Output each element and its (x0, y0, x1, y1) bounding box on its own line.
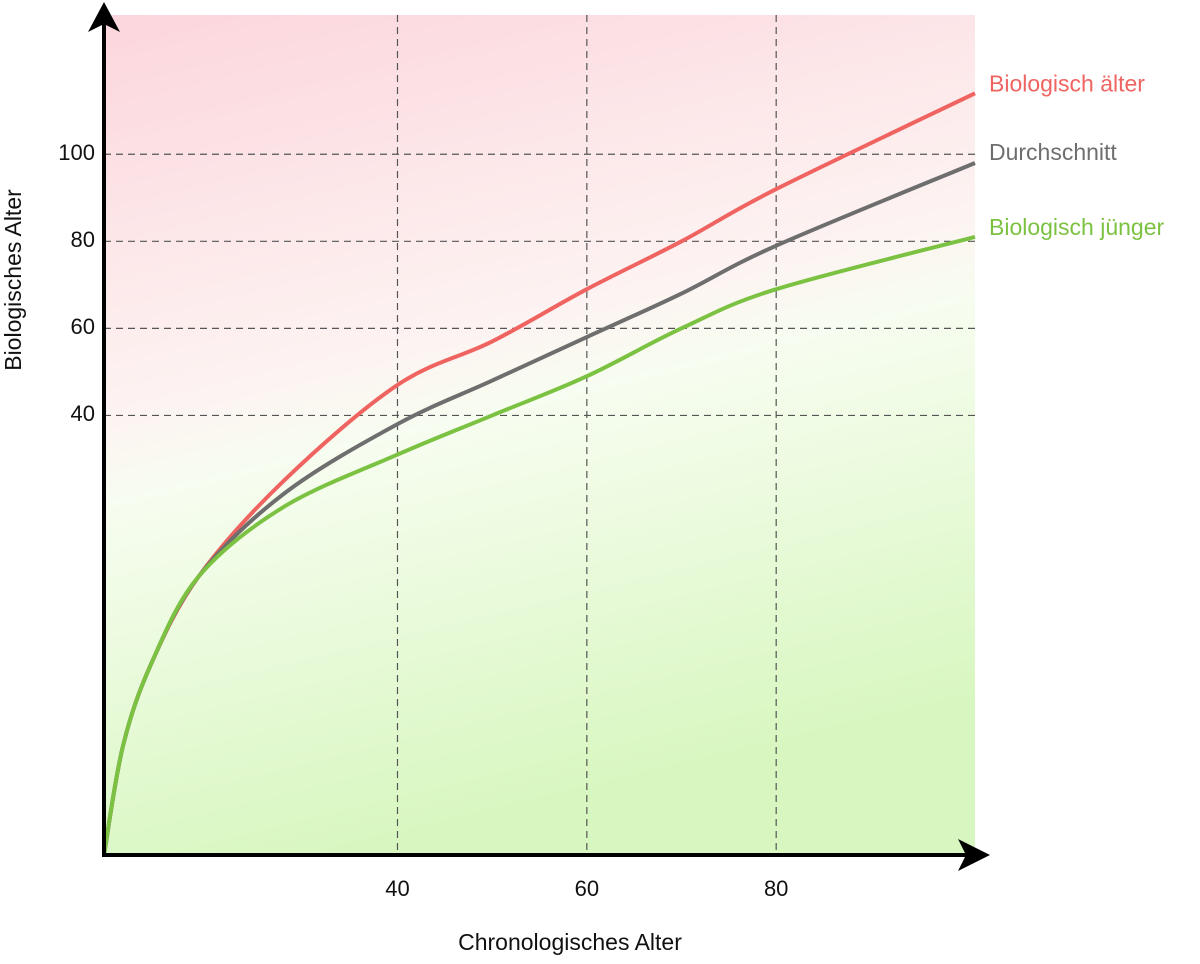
x-tick-label: 80 (764, 876, 788, 901)
y-tick-label: 60 (71, 314, 95, 339)
plot-background (104, 15, 975, 855)
y-axis-title: Biologisches Alter (0, 189, 26, 371)
x-axis-arrow (958, 839, 990, 871)
lines (102, 91, 976, 856)
grid (104, 15, 975, 855)
x-tick-label: 40 (385, 876, 409, 901)
y-tick-label: 40 (71, 401, 95, 426)
series-label: Biologisch älter (989, 70, 1145, 96)
series-line (102, 235, 976, 856)
y-tick-label: 100 (58, 140, 95, 165)
series-label: Biologisch jünger (989, 214, 1165, 240)
series-label: Durchschnitt (989, 139, 1117, 165)
x-axis-title: Chronologisches Alter (458, 929, 682, 955)
y-tick-label: 80 (71, 227, 95, 252)
x-tick-label: 60 (575, 876, 599, 901)
axes (88, 2, 990, 871)
y-axis-arrow (88, 2, 120, 32)
